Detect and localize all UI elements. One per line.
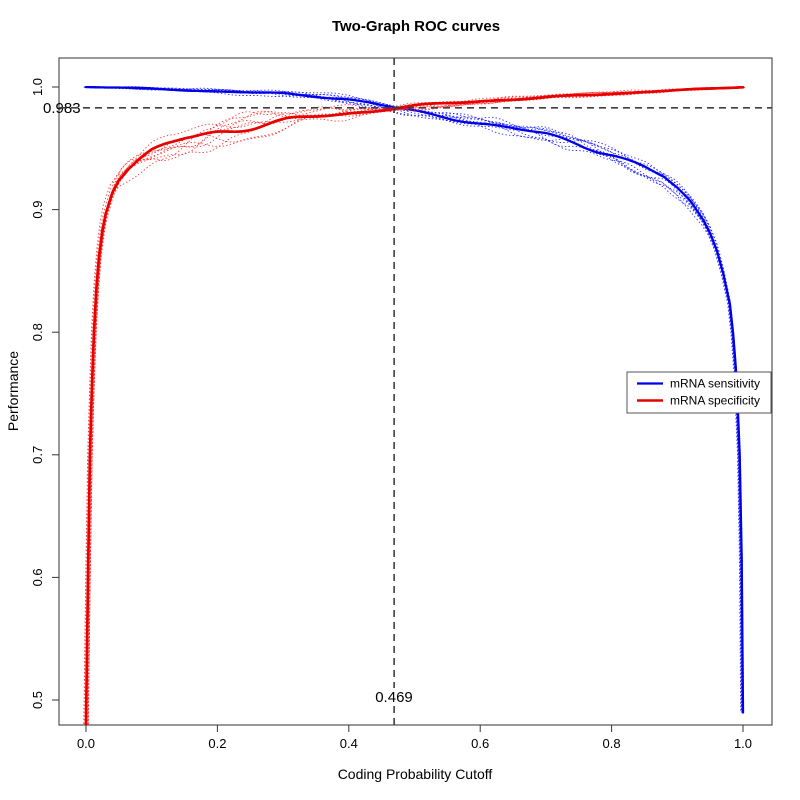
main-curve bbox=[84, 85, 745, 725]
plot-box bbox=[58, 57, 773, 726]
replicate-curve bbox=[83, 86, 742, 713]
specificity-curve bbox=[83, 85, 746, 725]
x-tick-label: 0.0 bbox=[77, 736, 95, 751]
y-tick-label: 0.9 bbox=[30, 201, 45, 219]
y-tick-label: 0.7 bbox=[30, 446, 45, 464]
axes: 0.0 0.2 0.4 0.6 0.8 1.0 0.5 0.6 0.7 0.8 0.9 1.0 bbox=[30, 78, 752, 751]
y-tick-label: 0.5 bbox=[30, 691, 45, 709]
legend-item-specificity: mRNA specificity bbox=[637, 394, 760, 408]
x-tick-label: 0.6 bbox=[471, 736, 489, 751]
x-tick-label: 0.8 bbox=[603, 736, 621, 751]
legend-label-sensitivity: mRNA sensitivity bbox=[670, 377, 760, 391]
x-tick-label: 0.4 bbox=[340, 736, 358, 751]
legend-item-sensitivity: mRNA sensitivity bbox=[637, 377, 760, 391]
replicate-curve bbox=[84, 86, 743, 713]
cutoff-annotation: 0.469 bbox=[374, 688, 414, 706]
y-tick-label: 0.6 bbox=[30, 568, 45, 586]
cutoff-annotation-backing bbox=[374, 688, 414, 705]
y-axis-label: Performance bbox=[5, 351, 21, 431]
legend: mRNA sensitivity mRNA specificity bbox=[626, 371, 772, 414]
threshold-lines bbox=[59, 58, 772, 725]
curves bbox=[83, 85, 746, 725]
plot-title: Two-Graph ROC curves bbox=[332, 18, 500, 35]
replicate-curve bbox=[84, 86, 742, 712]
y-tick-label: 1.0 bbox=[30, 78, 45, 96]
replicate-curve bbox=[84, 86, 743, 712]
y-tick-label: 0.8 bbox=[30, 323, 45, 341]
replicate-curve bbox=[86, 87, 744, 712]
cutoff-annotation-text: 0.469 bbox=[375, 689, 413, 706]
x-axis-label: Coding Probability Cutoff bbox=[338, 766, 493, 782]
x-tick-label: 0.2 bbox=[208, 736, 226, 751]
legend-label-specificity: mRNA specificity bbox=[670, 394, 760, 408]
x-tick-label: 1.0 bbox=[734, 736, 752, 751]
legend-box bbox=[626, 371, 772, 414]
replicate-curve bbox=[84, 86, 742, 713]
